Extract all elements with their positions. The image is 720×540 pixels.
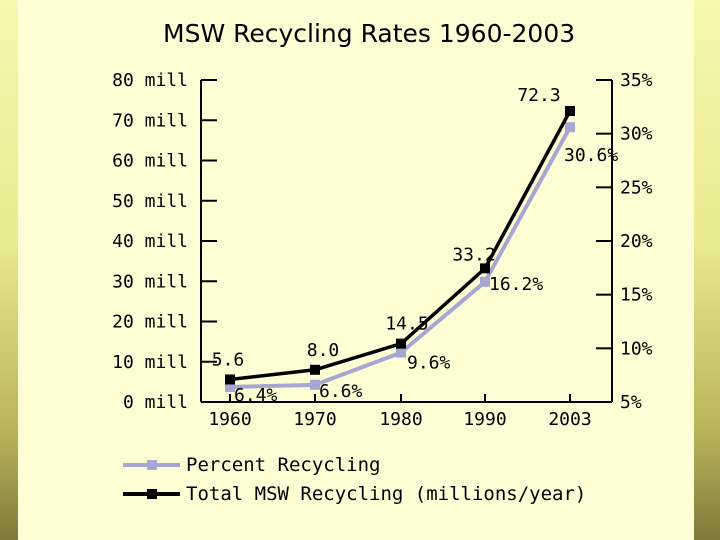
right-axis-tick-label: 30% bbox=[620, 124, 653, 145]
x-axis-tick-label: 1980 bbox=[379, 409, 422, 430]
legend-percent-marker bbox=[147, 460, 157, 470]
left-axis-tick-label: 20 mill bbox=[112, 312, 188, 333]
x-axis-tick-label: 1990 bbox=[463, 409, 506, 430]
left-axis-tick-label: 80 mill bbox=[112, 70, 188, 91]
chart-axes: 0 mill 10 mill 20 mill 30 mill 40 mill 50 mil… bbox=[112, 70, 653, 430]
right-axis-tick-label: 25% bbox=[620, 177, 653, 198]
left-axis-tick-label: 70 mill bbox=[112, 110, 188, 131]
total-msw-recycling-point bbox=[480, 263, 490, 274]
legend-total-marker bbox=[147, 489, 157, 499]
right-axis-tick-label: 5% bbox=[620, 392, 642, 413]
total-msw-data-label: 33.2 bbox=[452, 244, 495, 265]
percent-recycling-data-label: 6.6% bbox=[319, 381, 363, 402]
x-axis-tick-label: 1960 bbox=[208, 409, 251, 430]
legend-total-label: Total MSW Recycling (millions/year) bbox=[186, 483, 586, 505]
left-axis-tick-label: 40 mill bbox=[112, 231, 188, 252]
total-msw-recycling-point bbox=[396, 338, 406, 349]
legend-percent-label: Percent Recycling bbox=[186, 454, 380, 476]
percent-recycling-point bbox=[225, 381, 235, 392]
right-axis-tick-label: 20% bbox=[620, 231, 653, 252]
left-axis-tick-label: 60 mill bbox=[112, 151, 188, 172]
percent-recycling-point bbox=[565, 122, 575, 133]
x-axis-tick-label: 1970 bbox=[293, 409, 336, 430]
right-axis-tick-label: 35% bbox=[620, 70, 653, 91]
right-axis-tick-label: 10% bbox=[620, 338, 653, 359]
total-msw-recycling-point bbox=[310, 364, 320, 375]
percent-recycling-point bbox=[480, 276, 490, 287]
total-msw-recycling-point bbox=[225, 374, 235, 385]
percent-recycling-data-label: 16.2% bbox=[489, 274, 543, 295]
msw-recycling-chart: MSW Recycling Rates 1960-2003 0 mill 10 m… bbox=[112, 19, 653, 505]
percent-recycling-data-label: 9.6% bbox=[407, 353, 451, 374]
total-msw-data-label: 14.5 bbox=[385, 314, 428, 335]
left-axis-tick-label: 10 mill bbox=[112, 352, 188, 373]
percent-recycling-point bbox=[310, 379, 320, 390]
total-msw-data-label: 72.3 bbox=[517, 85, 560, 106]
left-axis-tick-label: 0 mill bbox=[123, 392, 188, 413]
chart-series bbox=[225, 105, 575, 392]
chart-legend: Percent Recycling Total MSW Recycling (mi… bbox=[123, 454, 586, 505]
chart-data-labels: 5.6 8.0 14.5 33.2 72.3 6.4% 6.6% 9.6% 16.2% 30.6% bbox=[212, 85, 619, 406]
percent-recycling-data-label: 30.6% bbox=[564, 145, 618, 166]
left-axis-tick-label: 30 mill bbox=[112, 271, 188, 292]
total-msw-recycling-point bbox=[565, 105, 575, 116]
percent-recycling-data-label: 6.4% bbox=[234, 385, 278, 406]
chart-title: MSW Recycling Rates 1960-2003 bbox=[163, 19, 575, 48]
right-axis-tick-label: 15% bbox=[620, 285, 653, 306]
left-axis-tick-label: 50 mill bbox=[112, 191, 188, 212]
total-msw-data-label: 8.0 bbox=[307, 340, 340, 361]
x-axis-tick-label: 2003 bbox=[548, 409, 591, 430]
total-msw-data-label: 5.6 bbox=[212, 349, 245, 370]
slide-panel: MSW Recycling Rates 1960-2003 0 mill 10 m… bbox=[18, 0, 694, 540]
percent-recycling-point bbox=[396, 347, 406, 358]
